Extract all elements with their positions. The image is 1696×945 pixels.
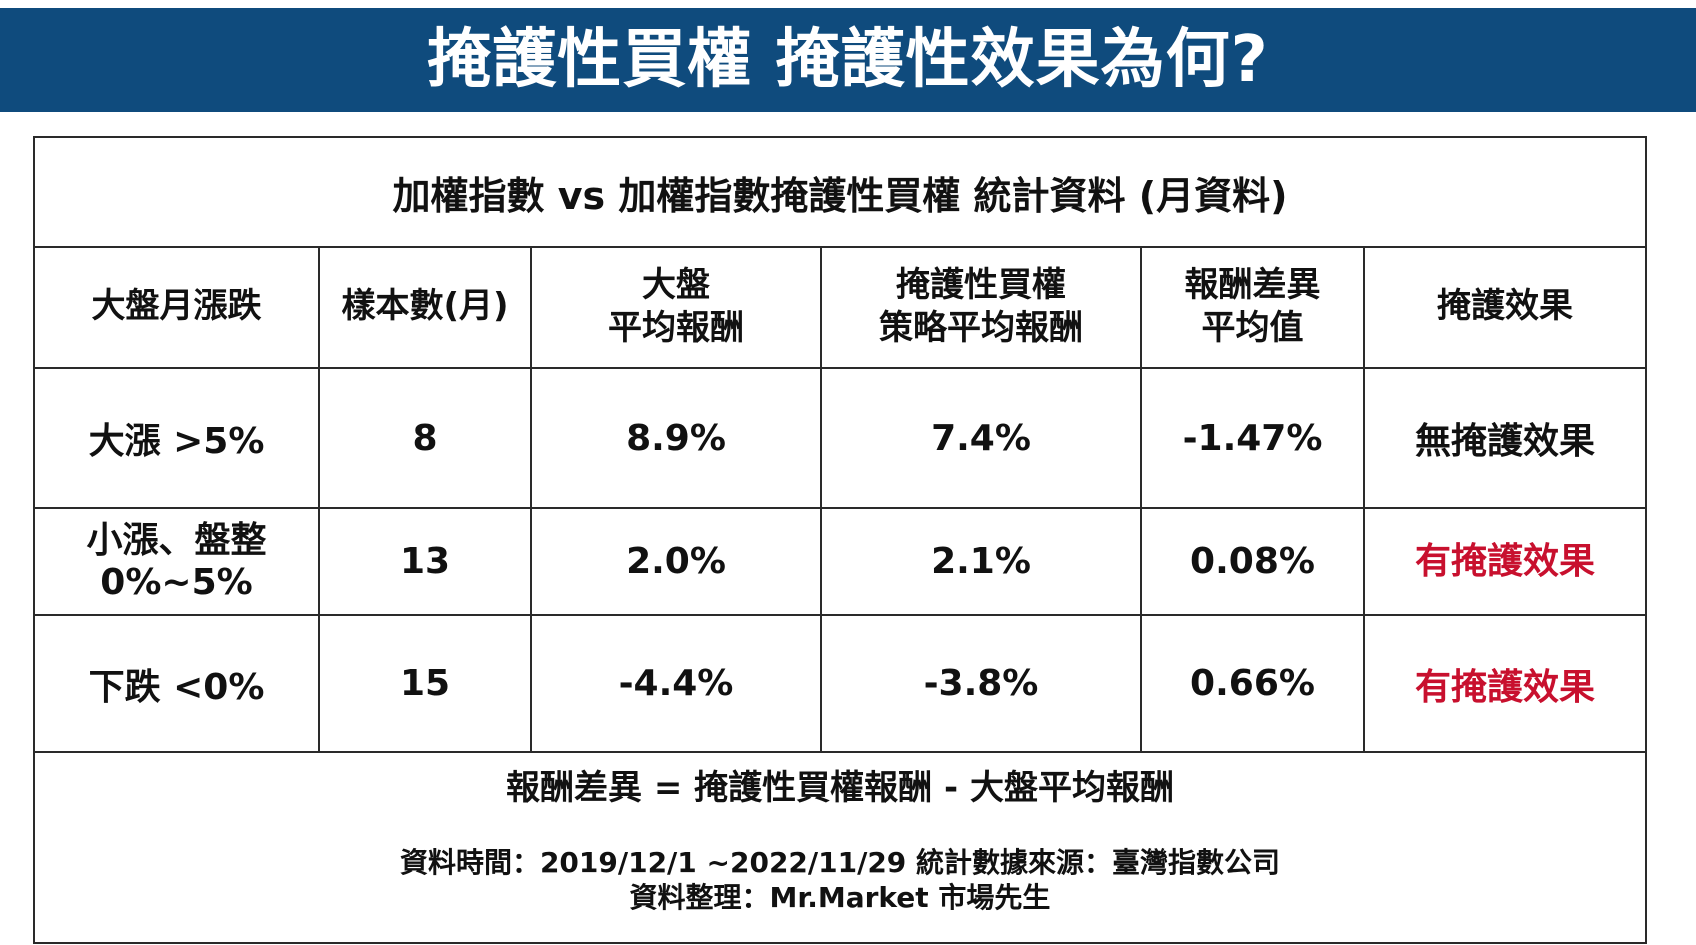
source-line: 資料時間：2019/12/1 ~2022/11/29 統計數據來源：臺灣指數公司	[399, 846, 1281, 879]
cell-covered-call-return: -3.8%	[820, 614, 1142, 753]
table-row: 下跌 <0% 15 -4.4% -3.8% 0.66% 有掩護效果	[35, 614, 1645, 753]
header-cell-sample-count: 樣本數(月)	[318, 246, 532, 369]
cell-difference: -1.47%	[1140, 367, 1365, 509]
header-cell-effect: 掩護效果	[1363, 246, 1645, 369]
cell-samples: 15	[318, 614, 532, 753]
cell-difference: 0.66%	[1140, 614, 1365, 753]
page-title: 掩護性買權 掩護性效果為何?	[427, 23, 1269, 97]
cell-covered-call-return: 2.1%	[820, 507, 1142, 616]
cell-samples: 13	[318, 507, 532, 616]
header-cell-market-return: 大盤 平均報酬	[530, 246, 822, 369]
table-row: 小漲、盤整 0%~5% 13 2.0% 2.1% 0.08% 有掩護效果	[35, 507, 1645, 616]
table-title: 加權指數 vs 加權指數掩護性買權 統計資料 (月資料)	[35, 138, 1645, 248]
cell-range: 下跌 <0%	[35, 614, 320, 753]
formula-note: 報酬差異 = 掩護性買權報酬 - 大盤平均報酬	[506, 768, 1174, 808]
cell-market-return: -4.4%	[530, 614, 822, 753]
cell-difference: 0.08%	[1140, 507, 1365, 616]
header-cell-covered-call-return: 掩護性買權 策略平均報酬	[820, 246, 1142, 369]
cell-effect: 有掩護效果	[1363, 614, 1645, 753]
cell-effect: 有掩護效果	[1363, 507, 1645, 616]
cell-range: 大漲 >5%	[35, 367, 320, 509]
table-footer: 報酬差異 = 掩護性買權報酬 - 大盤平均報酬 資料時間：2019/12/1 ~…	[35, 750, 1645, 915]
cell-effect: 無掩護效果	[1363, 367, 1645, 509]
header-cell-difference: 報酬差異 平均值	[1140, 246, 1365, 369]
cell-samples: 8	[318, 367, 532, 509]
cell-covered-call-return: 7.4%	[820, 367, 1142, 509]
cell-market-return: 8.9%	[530, 367, 822, 509]
table-header-row: 大盤月漲跌 樣本數(月) 大盤 平均報酬 掩護性買權 策略平均報酬 報酬差異 平…	[35, 246, 1645, 369]
source-note: 資料時間：2019/12/1 ~2022/11/29 統計數據來源：臺灣指數公司…	[35, 845, 1645, 915]
cell-range: 小漲、盤整 0%~5%	[35, 507, 320, 616]
title-banner: 掩護性買權 掩護性效果為何?	[0, 8, 1696, 112]
table-row: 大漲 >5% 8 8.9% 7.4% -1.47% 無掩護效果	[35, 367, 1645, 509]
cell-market-return: 2.0%	[530, 507, 822, 616]
author-line: 資料整理：Mr.Market 市場先生	[629, 881, 1051, 914]
statistics-panel: 加權指數 vs 加權指數掩護性買權 統計資料 (月資料) 大盤月漲跌 樣本數(月…	[33, 136, 1647, 944]
header-cell-market-change: 大盤月漲跌	[35, 246, 320, 369]
statistics-table: 大盤月漲跌 樣本數(月) 大盤 平均報酬 掩護性買權 策略平均報酬 報酬差異 平…	[35, 246, 1645, 753]
